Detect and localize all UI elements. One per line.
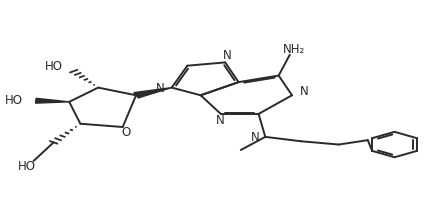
Polygon shape xyxy=(134,88,172,98)
Text: N: N xyxy=(251,131,260,145)
Text: N: N xyxy=(215,114,224,127)
Text: NH₂: NH₂ xyxy=(283,43,306,56)
Text: N: N xyxy=(223,49,232,62)
Text: HO: HO xyxy=(4,94,22,107)
Text: N: N xyxy=(300,85,309,99)
Text: HO: HO xyxy=(44,60,63,73)
Text: HO: HO xyxy=(18,160,36,173)
Text: O: O xyxy=(122,126,131,139)
Text: N: N xyxy=(156,82,165,95)
Polygon shape xyxy=(35,98,69,103)
